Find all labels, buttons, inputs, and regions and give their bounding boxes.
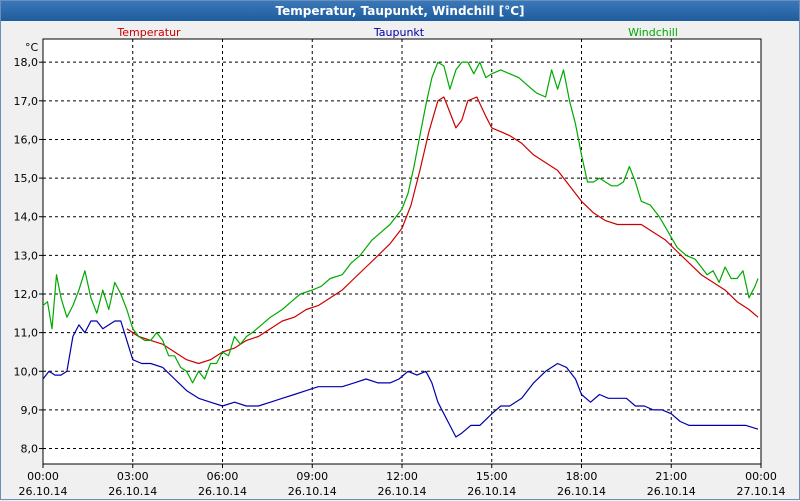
x-tick-time: 12:00 [386, 470, 418, 483]
x-tick-time: 06:00 [207, 470, 239, 483]
legend-item-windchill: Windchill [628, 26, 678, 39]
x-tick-time: 00:00 [745, 470, 777, 483]
x-tick-date: 26.10.14 [198, 485, 247, 498]
x-tick-date: 26.10.14 [557, 485, 606, 498]
x-tick-date: 26.10.14 [19, 485, 68, 498]
x-tick-time: 09:00 [296, 470, 328, 483]
y-tick-label: 14,0 [14, 211, 39, 224]
x-tick-time: 21:00 [655, 470, 687, 483]
y-tick-label: 8,0 [21, 443, 39, 456]
y-tick-label: 11,0 [14, 327, 39, 340]
y-tick-label: 12,0 [14, 288, 39, 301]
series-line-temperatur [126, 96, 759, 365]
y-axis-unit: °C [25, 41, 39, 54]
series-line-taupunkt [42, 320, 759, 438]
y-tick-label: 17,0 [14, 95, 39, 108]
x-tick-date: 26.10.14 [647, 485, 696, 498]
y-tick-label: 16,0 [14, 133, 39, 146]
x-tick-time: 03:00 [117, 470, 149, 483]
window-title: Temperatur, Taupunkt, Windchill [°C] [1, 1, 799, 21]
legend-item-temperatur: Temperatur [116, 26, 181, 39]
x-tick-time: 18:00 [566, 470, 598, 483]
x-tick-date: 26.10.14 [288, 485, 337, 498]
y-tick-label: 10,0 [14, 365, 39, 378]
x-tick-time: 00:00 [27, 470, 59, 483]
y-tick-label: 18,0 [14, 56, 39, 69]
x-tick-date: 26.10.14 [108, 485, 157, 498]
x-tick-date: 26.10.14 [467, 485, 516, 498]
legend-item-taupunkt: Taupunkt [373, 26, 425, 39]
y-tick-label: 13,0 [14, 249, 39, 262]
x-tick-date: 26.10.14 [378, 485, 427, 498]
series-line-windchill [42, 61, 759, 384]
y-tick-label: 15,0 [14, 172, 39, 185]
x-tick-time: 15:00 [476, 470, 508, 483]
x-tick-date: 27.10.14 [737, 485, 786, 498]
y-tick-label: 9,0 [21, 404, 39, 417]
